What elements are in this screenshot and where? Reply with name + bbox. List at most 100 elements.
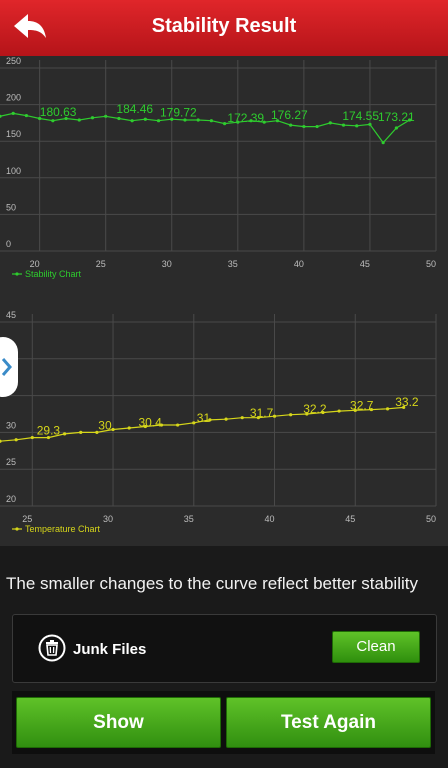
data-point [127,426,131,430]
show-button[interactable]: Show [16,697,221,748]
data-label: 32.7 [350,399,374,413]
data-point [46,435,51,440]
data-point [176,423,180,427]
data-point [196,118,200,122]
charts-area: 0 50 100 150 200 250 20 25 30 35 40 45 50 180.63 184.4… [0,56,448,546]
data-point [0,439,2,443]
data-point [79,430,83,434]
data-label: 29.3 [37,424,61,438]
data-point [337,409,341,413]
legend-label: Temperature Chart [25,524,101,534]
data-point [256,416,260,420]
data-point [90,116,95,120]
data-point [402,405,406,409]
data-point [64,116,68,121]
data-point [77,118,81,122]
data-point [341,123,346,127]
x-tick-label: 30 [103,514,113,524]
data-point [170,117,174,121]
data-label: 33.2 [395,395,419,409]
page-title: Stability Result [151,15,297,37]
data-point [368,122,372,126]
legend-swatch-point [15,527,19,531]
data-point [14,438,18,442]
data-point [275,119,280,123]
data-label: 31.7 [250,406,274,420]
data-point [305,412,309,416]
data-point [95,430,99,434]
data-point [385,407,390,411]
y-tick-label: 150 [6,129,21,139]
data-point [208,418,212,422]
data-point [302,124,306,129]
y-tick-label: 50 [6,202,16,212]
series-line [0,112,410,144]
x-tick-label: 40 [294,259,304,269]
data-point [130,119,134,123]
side-panel-handle[interactable] [0,337,18,397]
x-tick-label: 25 [96,259,106,269]
trash-icon[interactable] [38,634,66,662]
data-point [24,113,29,118]
test-again-button[interactable]: Test Again [226,697,431,748]
data-point [315,124,319,129]
data-point [30,435,34,440]
stability-tip-text: The smaller changes to the curve reflect… [6,574,418,593]
data-label: 174.55 [342,109,379,123]
y-tick-label: 25 [6,457,16,467]
x-tick-label: 35 [228,259,238,269]
clean-button[interactable]: Clean [332,631,420,663]
data-point [143,117,147,121]
data-point [394,126,398,130]
header-bar: Stability Result [0,0,448,57]
data-point [407,118,412,122]
data-point [51,119,55,123]
data-label: 179.72 [160,105,197,119]
data-label: 32.2 [303,402,327,416]
data-point [289,413,293,417]
data-point [183,118,187,122]
data-point [369,407,374,412]
data-point [321,410,325,415]
data-label: 184.46 [116,102,153,116]
x-tick-label: 25 [22,514,32,524]
data-point [262,120,266,124]
back-button[interactable] [8,8,52,48]
y-tick-label: 200 [6,93,21,103]
stability-chart: 0 50 100 150 200 250 20 25 30 35 40 45 50 180.63 184.4… [0,56,437,279]
junk-files-panel: Junk Files Clean [12,614,437,683]
data-point [249,119,253,123]
x-tick-label: 40 [265,514,275,524]
legend-label: Stability Chart [25,269,82,279]
data-label: 180.63 [40,105,77,119]
data-point [240,416,244,420]
data-label: 172.39 [227,111,264,125]
y-tick-label: 250 [6,56,21,66]
data-label: 31 [197,411,211,425]
y-tick-label: 30 [6,420,16,430]
y-tick-label: 0 [6,239,11,249]
data-point [104,114,108,118]
data-point [328,121,332,125]
data-point [38,116,42,121]
x-tick-label: 45 [360,259,370,269]
temperature-chart: 20253035404525303540455029.33030.43131.7… [0,311,437,534]
data-point [289,123,293,127]
data-point [223,122,227,126]
data-point [156,119,161,123]
data-point [224,417,228,421]
data-point [236,120,240,124]
junk-files-label: Junk Files [73,641,147,658]
chevron-right-icon [2,358,12,376]
y-tick-label: 20 [6,494,16,504]
data-label: 30 [98,418,112,432]
x-tick-label: 45 [345,514,355,524]
data-point [11,111,15,115]
x-tick-label: 50 [426,514,436,524]
y-tick-label: 100 [6,166,21,176]
bottom-action-bar: Show Test Again [12,691,435,754]
data-point [0,114,2,118]
data-point [381,141,385,145]
back-arrow-icon [14,14,46,38]
data-label: 176.27 [271,108,308,122]
